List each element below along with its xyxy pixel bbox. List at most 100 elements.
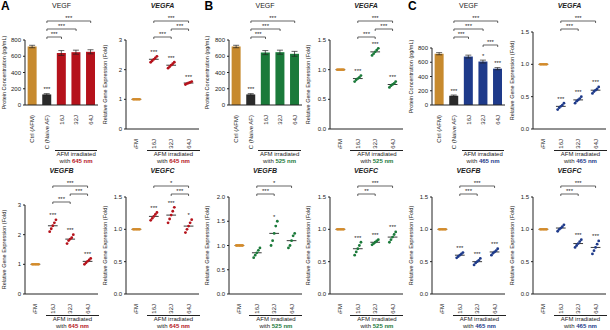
svg-text:1.5: 1.5	[216, 218, 225, 224]
svg-text:32J: 32J	[73, 115, 79, 125]
svg-text:16J: 16J	[558, 139, 564, 149]
svg-text:***: ***	[261, 23, 269, 29]
svg-text:32J: 32J	[474, 304, 480, 314]
svg-text:3: 3	[119, 37, 123, 43]
svg-text:***: ***	[557, 96, 565, 102]
svg-text:***: ***	[51, 31, 59, 37]
svg-text:***: ***	[362, 31, 370, 37]
svg-text:*: *	[273, 180, 276, 186]
svg-text:32J: 32J	[277, 115, 283, 125]
svg-text:32J: 32J	[575, 304, 581, 314]
svg-text:0.0: 0.0	[317, 291, 326, 297]
svg-text:1.5: 1.5	[317, 37, 326, 43]
svg-text:200: 200	[11, 86, 22, 92]
svg-text:***: ***	[474, 251, 482, 257]
svg-text:***: ***	[67, 180, 75, 186]
svg-text:0.5: 0.5	[317, 96, 326, 102]
svg-text:***: ***	[450, 88, 458, 94]
svg-text:1.0: 1.0	[317, 67, 326, 73]
svg-text:1.5: 1.5	[521, 194, 530, 200]
svg-text:400: 400	[418, 74, 429, 80]
svg-text:1.0: 1.0	[420, 226, 429, 232]
svg-text:0.0: 0.0	[521, 291, 530, 297]
svg-text:AFM: AFM	[540, 139, 546, 149]
svg-text:64J: 64J	[291, 115, 297, 125]
svg-text:1: 1	[119, 96, 123, 102]
svg-text:16J: 16J	[457, 304, 463, 314]
svg-text:16J: 16J	[558, 304, 564, 314]
svg-text:***: ***	[371, 232, 379, 238]
svg-text:***: ***	[150, 49, 158, 55]
svg-text:16J: 16J	[50, 304, 56, 314]
svg-text:1.0: 1.0	[521, 61, 530, 67]
svg-text:16J: 16J	[354, 139, 360, 149]
svg-text:***: ***	[168, 55, 176, 61]
svg-text:***: ***	[58, 23, 66, 29]
svg-text:64J: 64J	[389, 304, 395, 314]
svg-text:64J: 64J	[186, 304, 192, 314]
svg-text:32J: 32J	[67, 304, 73, 314]
svg-text:***: ***	[43, 86, 51, 92]
svg-text:64J: 64J	[492, 304, 498, 314]
svg-text:***: ***	[575, 180, 583, 186]
svg-text:***: ***	[494, 60, 502, 66]
svg-text:AFM: AFM	[337, 304, 343, 314]
svg-text:64J: 64J	[495, 115, 501, 125]
svg-text:16J: 16J	[354, 304, 360, 314]
svg-text:***: ***	[592, 79, 600, 85]
svg-text:***: ***	[380, 23, 388, 29]
svg-text:***: ***	[371, 180, 379, 186]
svg-text:3: 3	[18, 202, 22, 208]
svg-text:0.5: 0.5	[317, 259, 326, 265]
svg-text:2: 2	[18, 232, 22, 238]
svg-text:***: ***	[371, 41, 379, 47]
svg-text:16J: 16J	[253, 304, 259, 314]
svg-text:64J: 64J	[389, 139, 395, 149]
svg-text:0.0: 0.0	[216, 291, 225, 297]
svg-text:32J: 32J	[575, 139, 581, 149]
svg-text:***: ***	[575, 89, 583, 95]
svg-text:Ctrl (AFM): Ctrl (AFM)	[233, 115, 239, 143]
svg-text:***: ***	[168, 15, 176, 21]
svg-text:***: ***	[491, 241, 499, 247]
svg-text:***: ***	[487, 39, 495, 45]
svg-text:16J: 16J	[151, 139, 157, 149]
svg-text:64J: 64J	[593, 139, 599, 149]
svg-text:***: ***	[159, 31, 167, 37]
svg-text:1.5: 1.5	[317, 194, 326, 200]
svg-text:*: *	[273, 214, 276, 220]
svg-text:***: ***	[254, 31, 262, 37]
svg-text:***: ***	[465, 188, 473, 194]
svg-text:NC (Naive AF): NC (Naive AF)	[44, 115, 50, 149]
svg-text:600: 600	[418, 59, 429, 65]
svg-text:0: 0	[18, 102, 22, 108]
svg-text:***: ***	[371, 15, 379, 21]
svg-text:32J: 32J	[480, 115, 486, 125]
svg-text:***: ***	[592, 233, 600, 239]
svg-text:***: ***	[354, 235, 362, 241]
svg-text:***: ***	[354, 68, 362, 74]
svg-text:0.0: 0.0	[420, 291, 429, 297]
svg-text:800: 800	[11, 37, 22, 43]
svg-text:1.5: 1.5	[521, 29, 530, 35]
svg-text:400: 400	[11, 70, 22, 76]
svg-text:Ctrl (AFM): Ctrl (AFM)	[29, 115, 35, 143]
svg-text:***: ***	[472, 15, 480, 21]
svg-text:32J: 32J	[372, 139, 378, 149]
svg-text:64J: 64J	[85, 304, 91, 314]
svg-text:16J: 16J	[466, 115, 472, 125]
svg-text:0: 0	[425, 102, 429, 108]
svg-text:***: ***	[456, 245, 464, 251]
svg-text:1.0: 1.0	[521, 226, 530, 232]
svg-text:200: 200	[418, 88, 429, 94]
svg-text:*: *	[482, 53, 485, 59]
svg-text:600: 600	[11, 53, 22, 59]
svg-text:1: 1	[18, 261, 22, 267]
svg-text:600: 600	[214, 53, 225, 59]
svg-text:AFM: AFM	[540, 304, 546, 314]
svg-text:***: ***	[176, 23, 184, 29]
svg-text:0.5: 0.5	[521, 94, 530, 100]
svg-text:***: ***	[168, 200, 176, 206]
svg-text:*: *	[170, 180, 173, 186]
svg-text:***: ***	[75, 188, 83, 194]
